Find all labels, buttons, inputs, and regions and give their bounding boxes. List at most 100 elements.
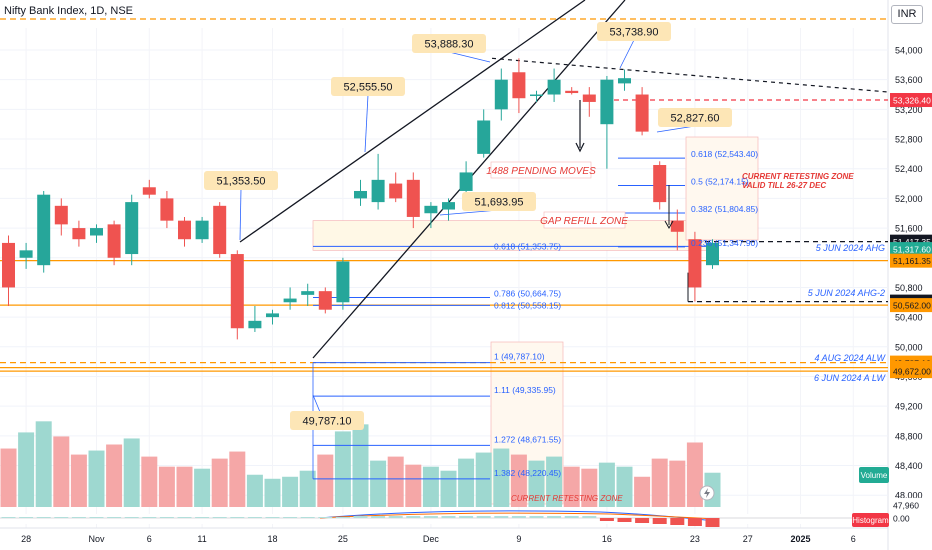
volume-bar (686, 442, 703, 507)
volume-bar (229, 451, 246, 507)
volume-bar (211, 458, 228, 507)
price-tag: 51,353.50 (217, 176, 266, 188)
candle-body (160, 198, 174, 221)
candle-body (530, 94, 543, 97)
pending-box (490, 161, 592, 179)
price-axis-badge (890, 298, 932, 313)
histogram-bar (265, 517, 280, 518)
price-axis-badge-text: 53,326.40 (893, 96, 931, 106)
histogram-bar (54, 517, 69, 518)
volume-bar (616, 466, 633, 507)
candle-body (582, 94, 596, 102)
y-tick-label: 48,000 (895, 491, 923, 501)
retesting-zone-label: CURRENT RETESTING ZONE (742, 172, 854, 181)
x-tick-label: 27 (743, 534, 753, 544)
volume-bar (18, 432, 35, 507)
fib-mid-label: 0.786 (50,664.75) (494, 289, 561, 299)
descending-trendline (491, 57, 889, 93)
histogram-bar (547, 516, 562, 518)
histogram-bar (476, 516, 491, 518)
volume-badge-text: Volume (861, 471, 888, 480)
histogram-bar (371, 516, 386, 518)
volume-bar (475, 452, 492, 507)
price-tag-box (412, 34, 486, 53)
price-axis-badge (890, 242, 932, 257)
price-tag-box (331, 77, 405, 96)
price-axis-badge (890, 511, 932, 525)
histogram-bar (107, 517, 122, 518)
histogram-bar (599, 518, 614, 521)
x-tick-label: 6 (147, 534, 152, 544)
x-tick-label: 2025 (790, 534, 810, 544)
y-tick-label: 48,800 (895, 431, 923, 441)
volume-bar (70, 454, 87, 507)
price-axis-badge (890, 364, 932, 379)
x-tick-label: Nov (88, 534, 105, 544)
histogram-bar (247, 517, 262, 518)
currency-button[interactable]: INR (891, 5, 923, 24)
candle-body (19, 250, 33, 258)
volume-bar (370, 460, 387, 507)
alw-label: 4 AUG 2024 ALW (814, 353, 886, 363)
volume-bar (387, 456, 404, 507)
fib-lower-label: 1.382 (48,220.45) (494, 468, 561, 478)
candle-body (635, 94, 649, 132)
fib-upper-label: 0.618 (52,543.40) (691, 149, 758, 159)
candle-body (442, 202, 455, 210)
fib-lower-label: 1.11 (49,335.95) (494, 385, 556, 395)
price-tag-box (597, 22, 671, 41)
fib-lower-label: 1.272 (48,671.55) (494, 434, 561, 444)
price-tag-box (658, 108, 732, 127)
volume-bar (581, 468, 598, 507)
candle-body (230, 254, 244, 329)
volume-bar (352, 424, 369, 507)
volume-bar (546, 456, 563, 507)
volume-bar (651, 458, 668, 507)
candle-body (354, 190, 367, 199)
candle-body (494, 79, 508, 110)
histogram-bar (635, 518, 650, 523)
histogram-bar (511, 516, 526, 518)
y-tick-label: 53,600 (895, 75, 923, 85)
fib-retracement-zone (685, 136, 759, 241)
histogram-panel (0, 514, 888, 524)
callout-leader (619, 39, 635, 69)
price-tag: 53,888.30 (425, 39, 474, 51)
candle-body (283, 298, 297, 303)
candle-body (301, 291, 315, 295)
histogram-bar (652, 518, 667, 524)
volume-bar (317, 454, 334, 507)
y-tick-label: 50,000 (895, 342, 923, 352)
candle-body (125, 202, 139, 255)
volume-bar (264, 478, 281, 507)
price-axis-badge-text: 47,960 (893, 501, 919, 511)
callout-leader (239, 188, 242, 241)
price-axis-badge-text: 50,562.00 (893, 301, 931, 311)
histogram-bar (300, 517, 315, 518)
alw2-label: 6 JUN 2024 A LW (814, 373, 887, 383)
histogram-bar (318, 517, 333, 518)
retesting-bottom-label: CURRENT RETESTING ZONE (511, 494, 623, 503)
retesting-valid-label: VALID TILL 26-27 DEC (742, 181, 826, 190)
histogram-bar (564, 516, 579, 518)
candle-body (600, 79, 614, 125)
x-tick-label: 16 (602, 534, 612, 544)
volume-bar (598, 462, 615, 507)
x-tick-label: 23 (690, 534, 700, 544)
y-tick-label: 50,800 (895, 283, 923, 293)
down-arrow-head (664, 220, 674, 230)
volume-bar (0, 448, 17, 507)
volume-bar (106, 444, 123, 507)
histogram-bar (388, 516, 403, 518)
price-tag: 53,738.90 (610, 27, 659, 39)
histogram-bar (494, 516, 509, 518)
volume-bar (440, 470, 457, 507)
candle-body (389, 183, 403, 199)
candle-body (459, 172, 473, 191)
price-axis-badge (890, 498, 932, 512)
fib-mid-label: 0.618 (51,353.75) (494, 241, 561, 251)
candle-body (37, 194, 51, 266)
candle-body (2, 242, 15, 288)
volume-bar (510, 454, 527, 507)
